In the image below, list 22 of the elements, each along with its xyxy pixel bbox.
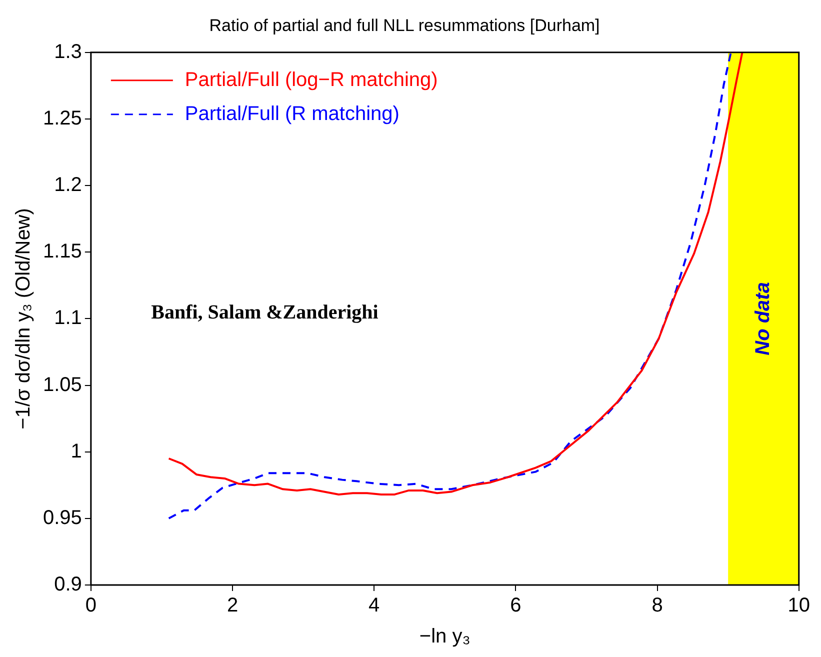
band-label: No data	[752, 282, 774, 356]
x-tick-label: 10	[788, 594, 810, 617]
y-tick-label: 1.15	[42, 240, 82, 263]
x-tick-label: 4	[368, 594, 380, 617]
y-tick-label: 1.05	[42, 374, 82, 396]
y-tick-label: 0.95	[42, 506, 82, 529]
chart-title: Ratio of partial and full NLL resummations [Durham]	[209, 16, 600, 35]
legend-label: Partial/Full (log−R matching)	[184, 68, 438, 91]
y-tick-label: 1.25	[42, 107, 82, 130]
y-tick-label: 1.3	[54, 40, 82, 63]
x-tick-label: 6	[510, 594, 522, 617]
y-axis-title: −1/σ dσ/dln y₃ (Old/New)	[12, 208, 35, 430]
legend-label: Partial/Full (R matching)	[184, 102, 400, 125]
y-tick-label: 0.9	[54, 574, 82, 596]
x-tick-label: 0	[85, 594, 96, 617]
x-tick-label: 8	[652, 594, 663, 617]
annotation: Banfi, Salam &Zanderighi	[151, 302, 379, 324]
x-tick-label: 2	[226, 594, 238, 617]
y-tick-label: 1	[70, 440, 82, 462]
y-tick-label: 1.1	[54, 307, 82, 330]
x-axis-title: −ln y₃	[419, 626, 470, 648]
y-tick-label: 1.2	[54, 174, 82, 196]
